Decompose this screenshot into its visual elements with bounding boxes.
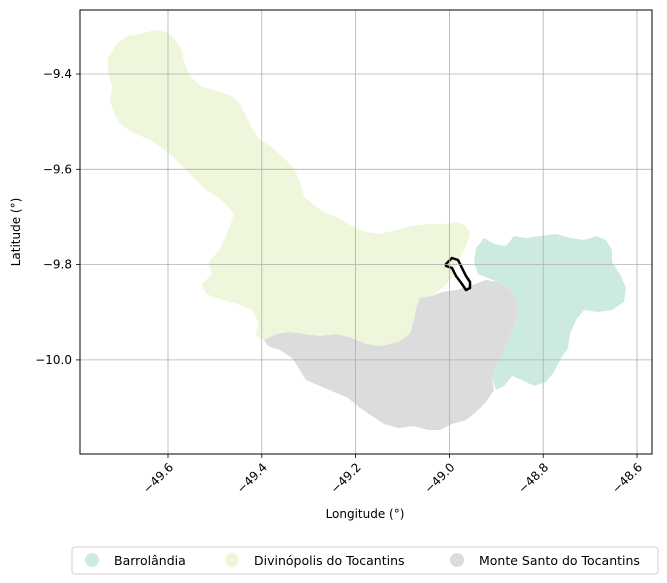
region-monte-santo-do-tocantins <box>264 280 518 430</box>
y-tick-label: −9.4 <box>43 67 72 81</box>
y-axis: −9.4 −9.6 −9.8 −10.0 <box>35 67 80 367</box>
legend-label: Monte Santo do Tocantins <box>479 553 640 568</box>
legend-label: Barrolândia <box>114 553 186 568</box>
x-axis: −49.6 −49.4 −49.2 −49.0 −48.8 −48.6 <box>140 454 645 496</box>
x-tick-label: −49.0 <box>422 460 458 496</box>
highlighted-feature-outline <box>444 256 472 292</box>
y-tick-label: −10.0 <box>35 353 72 367</box>
x-tick-label: −48.6 <box>609 460 645 496</box>
legend: Barrolândia Divinópolis do Tocantins Monte… <box>71 546 659 575</box>
grid-lines <box>80 10 652 454</box>
legend-marker <box>85 553 99 567</box>
legend-marker <box>450 553 464 567</box>
x-tick-label: −49.6 <box>140 460 176 496</box>
x-tick-label: −49.4 <box>234 460 270 496</box>
y-tick-label: −9.6 <box>43 162 72 176</box>
legend-label: Divinópolis do Tocantins <box>254 553 405 568</box>
region-barrolandia <box>474 234 626 390</box>
plot-frame <box>79 9 653 455</box>
x-tick-label: −48.8 <box>515 460 551 496</box>
region-divinopolis-do-tocantins <box>108 30 470 346</box>
x-axis-label: Longitude (°) <box>326 507 405 521</box>
y-axis-label: Latitude (°) <box>9 198 23 267</box>
x-tick-label: −49.2 <box>328 460 364 496</box>
legend-box <box>71 546 659 575</box>
y-tick-label: −9.8 <box>43 258 72 272</box>
legend-marker <box>225 553 239 567</box>
